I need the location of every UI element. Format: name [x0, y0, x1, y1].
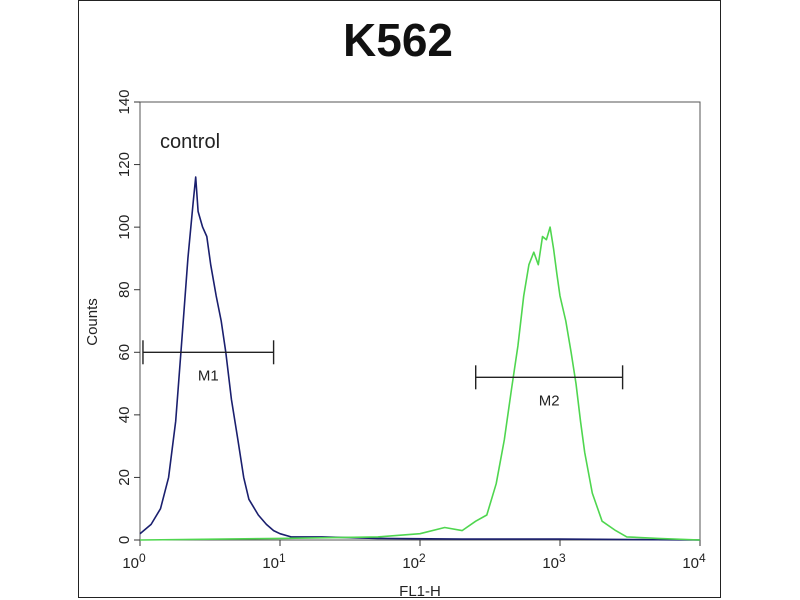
gate-label: M2 [539, 392, 560, 409]
y-tick-label: 120 [116, 152, 133, 177]
y-tick-label: 100 [116, 215, 133, 240]
chart-title: K562 [343, 14, 453, 66]
gate-label: M1 [198, 367, 219, 384]
x-tick-label: 100 [122, 551, 146, 572]
gates-layer: M1 M2 [142, 340, 624, 409]
series-layer [139, 176, 701, 541]
x-tick-label: 102 [402, 551, 426, 572]
x-tick-label: 104 [682, 551, 706, 572]
x-tick-label: 101 [262, 551, 286, 572]
histogram-series-1 [139, 176, 701, 541]
y-tick-label: 20 [116, 469, 133, 486]
y-axis: 0 20 40 60 80 100 120 140 [116, 89, 140, 544]
x-axis-title: FL1-H [399, 583, 441, 600]
control-annotation: control [160, 131, 220, 153]
x-axis: 100 101 102 103 104 [122, 540, 706, 572]
y-tick-label: 140 [116, 89, 133, 114]
y-tick-label: 60 [116, 344, 133, 361]
y-tick-label: 80 [116, 281, 133, 298]
y-axis-title: Counts [84, 298, 101, 346]
y-tick-label: 0 [116, 536, 133, 544]
y-tick-label: 40 [116, 407, 133, 424]
histogram-series-2 [139, 226, 701, 541]
x-tick-label: 103 [542, 551, 566, 572]
plot-area [139, 101, 701, 541]
